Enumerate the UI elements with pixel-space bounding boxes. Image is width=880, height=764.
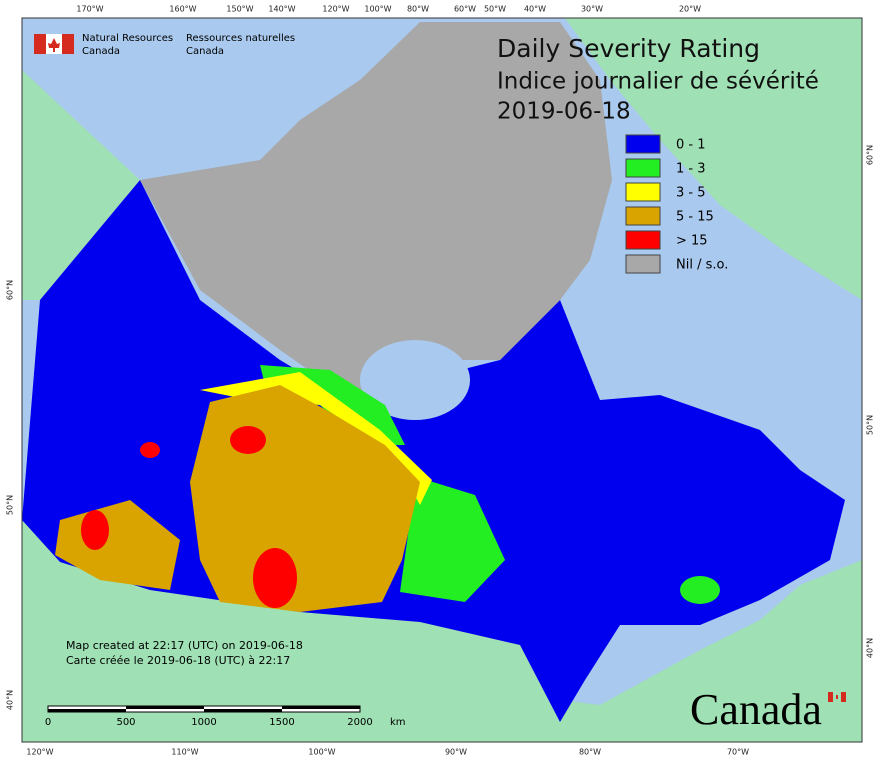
- scale-label: 2000: [347, 717, 372, 728]
- org-en: Natural Resources: [82, 33, 173, 44]
- scale-label: 0: [45, 717, 51, 728]
- graticule-top: 140°W: [268, 5, 295, 14]
- legend-label: > 15: [676, 234, 708, 249]
- red-north: [140, 442, 160, 458]
- legend-swatch: [625, 254, 661, 274]
- graticule-bottom: 70°W: [727, 748, 749, 757]
- graticule-top: 30°W: [581, 5, 603, 14]
- wordmark: Canada: [690, 685, 822, 734]
- greenland: [565, 18, 862, 300]
- legend-label: Nil / s.o.: [676, 258, 728, 273]
- scale-bar-seg: [204, 709, 282, 712]
- org-fr: Ressources naturelles: [186, 33, 295, 44]
- wordmark-flag: [836, 695, 838, 699]
- graticule-top: 40°W: [524, 5, 546, 14]
- graticule-top: 60°W: [454, 5, 476, 14]
- red-ab: [230, 426, 266, 454]
- graticule-right: 40°N: [866, 638, 875, 658]
- org-en: Canada: [82, 46, 120, 57]
- graticule-bottom: 110°W: [171, 748, 198, 757]
- graticule-top: 120°W: [322, 5, 349, 14]
- red-sk: [253, 548, 297, 608]
- scale-bar: [47, 705, 361, 713]
- scale-label: 500: [116, 717, 135, 728]
- date: 2019-06-18: [497, 99, 631, 125]
- land: [22, 18, 862, 742]
- graticule-top: 80°W: [407, 5, 429, 14]
- legend-label: 0 - 1: [676, 138, 706, 153]
- legend-label: 3 - 5: [676, 186, 706, 201]
- hudson-bay: [360, 340, 470, 420]
- map-frame: [21, 17, 863, 743]
- graticule-top: 100°W: [364, 5, 391, 14]
- flag-left: [34, 34, 46, 54]
- scale-bar-seg: [126, 706, 204, 709]
- yellow-band: [200, 372, 432, 505]
- graticule-top: 160°W: [169, 5, 196, 14]
- graticule-top: 150°W: [226, 5, 253, 14]
- red-bc: [81, 510, 109, 550]
- title-fr: Indice journalier de sévérité: [497, 69, 819, 95]
- arctic-nil: [140, 22, 612, 400]
- graticule-left: 50°N: [6, 495, 15, 515]
- graticule-bottom: 90°W: [445, 748, 467, 757]
- graticule-top: 170°W: [76, 5, 103, 14]
- graticule-labels: 170°W 160°W 150°W 140°W 120°W 100°W 80°W 60°W 50…: [6, 5, 875, 757]
- legend-swatch: [625, 230, 661, 250]
- green-east: [400, 478, 505, 602]
- graticule-bottom: 120°W: [26, 748, 53, 757]
- green-maritimes: [680, 576, 720, 604]
- legend-swatch: [625, 182, 661, 202]
- legend-swatch: [625, 158, 661, 178]
- title: Daily Severity Rating: [497, 34, 760, 63]
- legend: 0 - 1 1 - 3 3 - 5 5 - 15 > 15 Nil / s.o.: [625, 134, 728, 274]
- scale-label: 1000: [191, 717, 216, 728]
- graticule-left: 40°N: [6, 690, 15, 710]
- scale-bar-seg: [48, 709, 126, 712]
- legend-swatch: [625, 134, 661, 154]
- alaska: [22, 70, 140, 300]
- wordmark-flag: [841, 692, 846, 702]
- maple-leaf: [48, 38, 60, 52]
- scale-label: 1500: [269, 717, 294, 728]
- note: Carte créée le 2019-06-18 (UTC) à 22:17: [66, 654, 290, 667]
- graticule-left: 60°N: [6, 280, 15, 300]
- graticule-bottom: 100°W: [308, 748, 335, 757]
- graticule-top: 50°W: [484, 5, 506, 14]
- usa: [22, 520, 862, 742]
- graticule-right: 50°N: [866, 415, 875, 435]
- legend-label: 1 - 3: [676, 162, 706, 177]
- graticule-right: 60°N: [866, 145, 875, 165]
- wordmark-flag: [828, 692, 833, 702]
- legend-swatch: [625, 206, 661, 226]
- scale-bar-seg: [282, 706, 360, 709]
- scale-labels: 0 500 1000 1500 2000: [45, 717, 373, 728]
- graticule-bottom: 80°W: [579, 748, 601, 757]
- graticule-top: 20°W: [679, 5, 701, 14]
- legend-label: 5 - 15: [676, 210, 714, 225]
- scale-unit: km: [390, 717, 406, 728]
- note: Map created at 22:17 (UTC) on 2019-06-18: [66, 639, 303, 652]
- flag-right: [62, 34, 74, 54]
- org-fr: Canada: [186, 46, 224, 57]
